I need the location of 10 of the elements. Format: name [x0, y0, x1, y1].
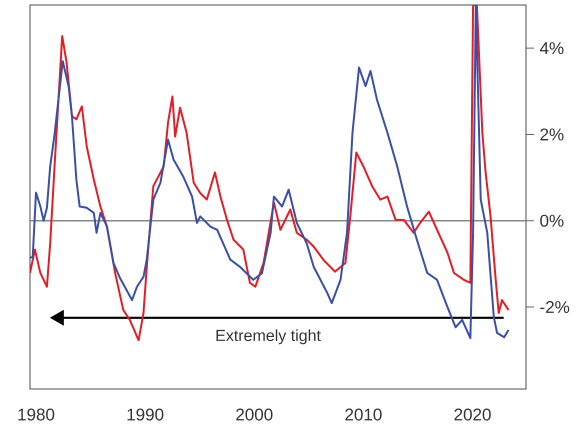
y-tick-label: 0% — [540, 214, 564, 227]
y-tick-label: -2% — [540, 301, 570, 313]
ref-line-label: Extremely tight — [216, 329, 321, 344]
y-tick-label: 4% — [540, 42, 564, 54]
x-tick-label: 2010 — [345, 408, 382, 421]
x-tick-label: 1990 — [128, 408, 164, 421]
y-tick-label: 2% — [540, 128, 564, 140]
x-tick-label: 1980 — [18, 408, 54, 421]
x-tick-label: 2000 — [236, 408, 273, 421]
x-tick-label: 2020 — [454, 408, 491, 421]
